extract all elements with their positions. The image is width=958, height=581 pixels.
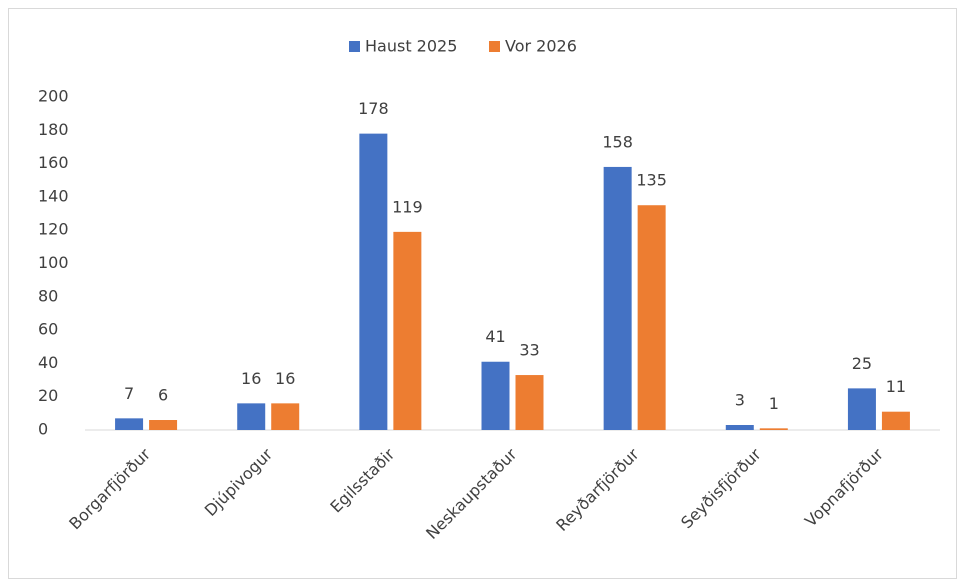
legend-label: Haust 2025 [365, 37, 457, 56]
data-label: 11 [886, 377, 906, 396]
bar [271, 403, 300, 430]
bar [759, 428, 788, 430]
data-label: 119 [392, 197, 423, 216]
legend-swatch [349, 41, 360, 52]
data-label: 135 [636, 171, 667, 190]
bar [115, 418, 144, 430]
y-tick-label: 200 [38, 87, 69, 106]
bar [481, 361, 510, 430]
y-tick-label: 160 [38, 153, 69, 172]
data-label: 41 [485, 327, 505, 346]
bar [515, 375, 544, 430]
y-tick-label: 60 [38, 320, 58, 339]
y-tick-label: 120 [38, 220, 69, 239]
data-label: 16 [241, 369, 261, 388]
data-label: 158 [602, 132, 633, 151]
bar [359, 133, 388, 430]
bar [881, 411, 910, 430]
y-tick-label: 0 [38, 420, 48, 439]
data-label: 6 [158, 386, 168, 405]
data-label: 25 [852, 354, 872, 373]
bar [725, 425, 754, 430]
y-tick-label: 140 [38, 186, 69, 205]
y-tick-label: 180 [38, 120, 69, 139]
data-label: 178 [358, 99, 389, 118]
data-label: 33 [519, 341, 539, 360]
data-label: 1 [769, 394, 779, 413]
y-tick-label: 40 [38, 353, 58, 372]
chart-frame [8, 8, 957, 579]
y-tick-label: 100 [38, 253, 69, 272]
legend-label: Vor 2026 [505, 37, 577, 56]
bar [237, 403, 266, 430]
data-label: 3 [735, 391, 745, 410]
bar [637, 205, 666, 430]
bar [847, 388, 876, 430]
data-label: 16 [275, 369, 295, 388]
bar [393, 231, 422, 430]
y-tick-label: 20 [38, 386, 58, 405]
data-label: 7 [124, 384, 134, 403]
bar [149, 420, 178, 430]
y-tick-label: 80 [38, 286, 58, 305]
bar [603, 166, 632, 430]
legend-swatch [489, 41, 500, 52]
